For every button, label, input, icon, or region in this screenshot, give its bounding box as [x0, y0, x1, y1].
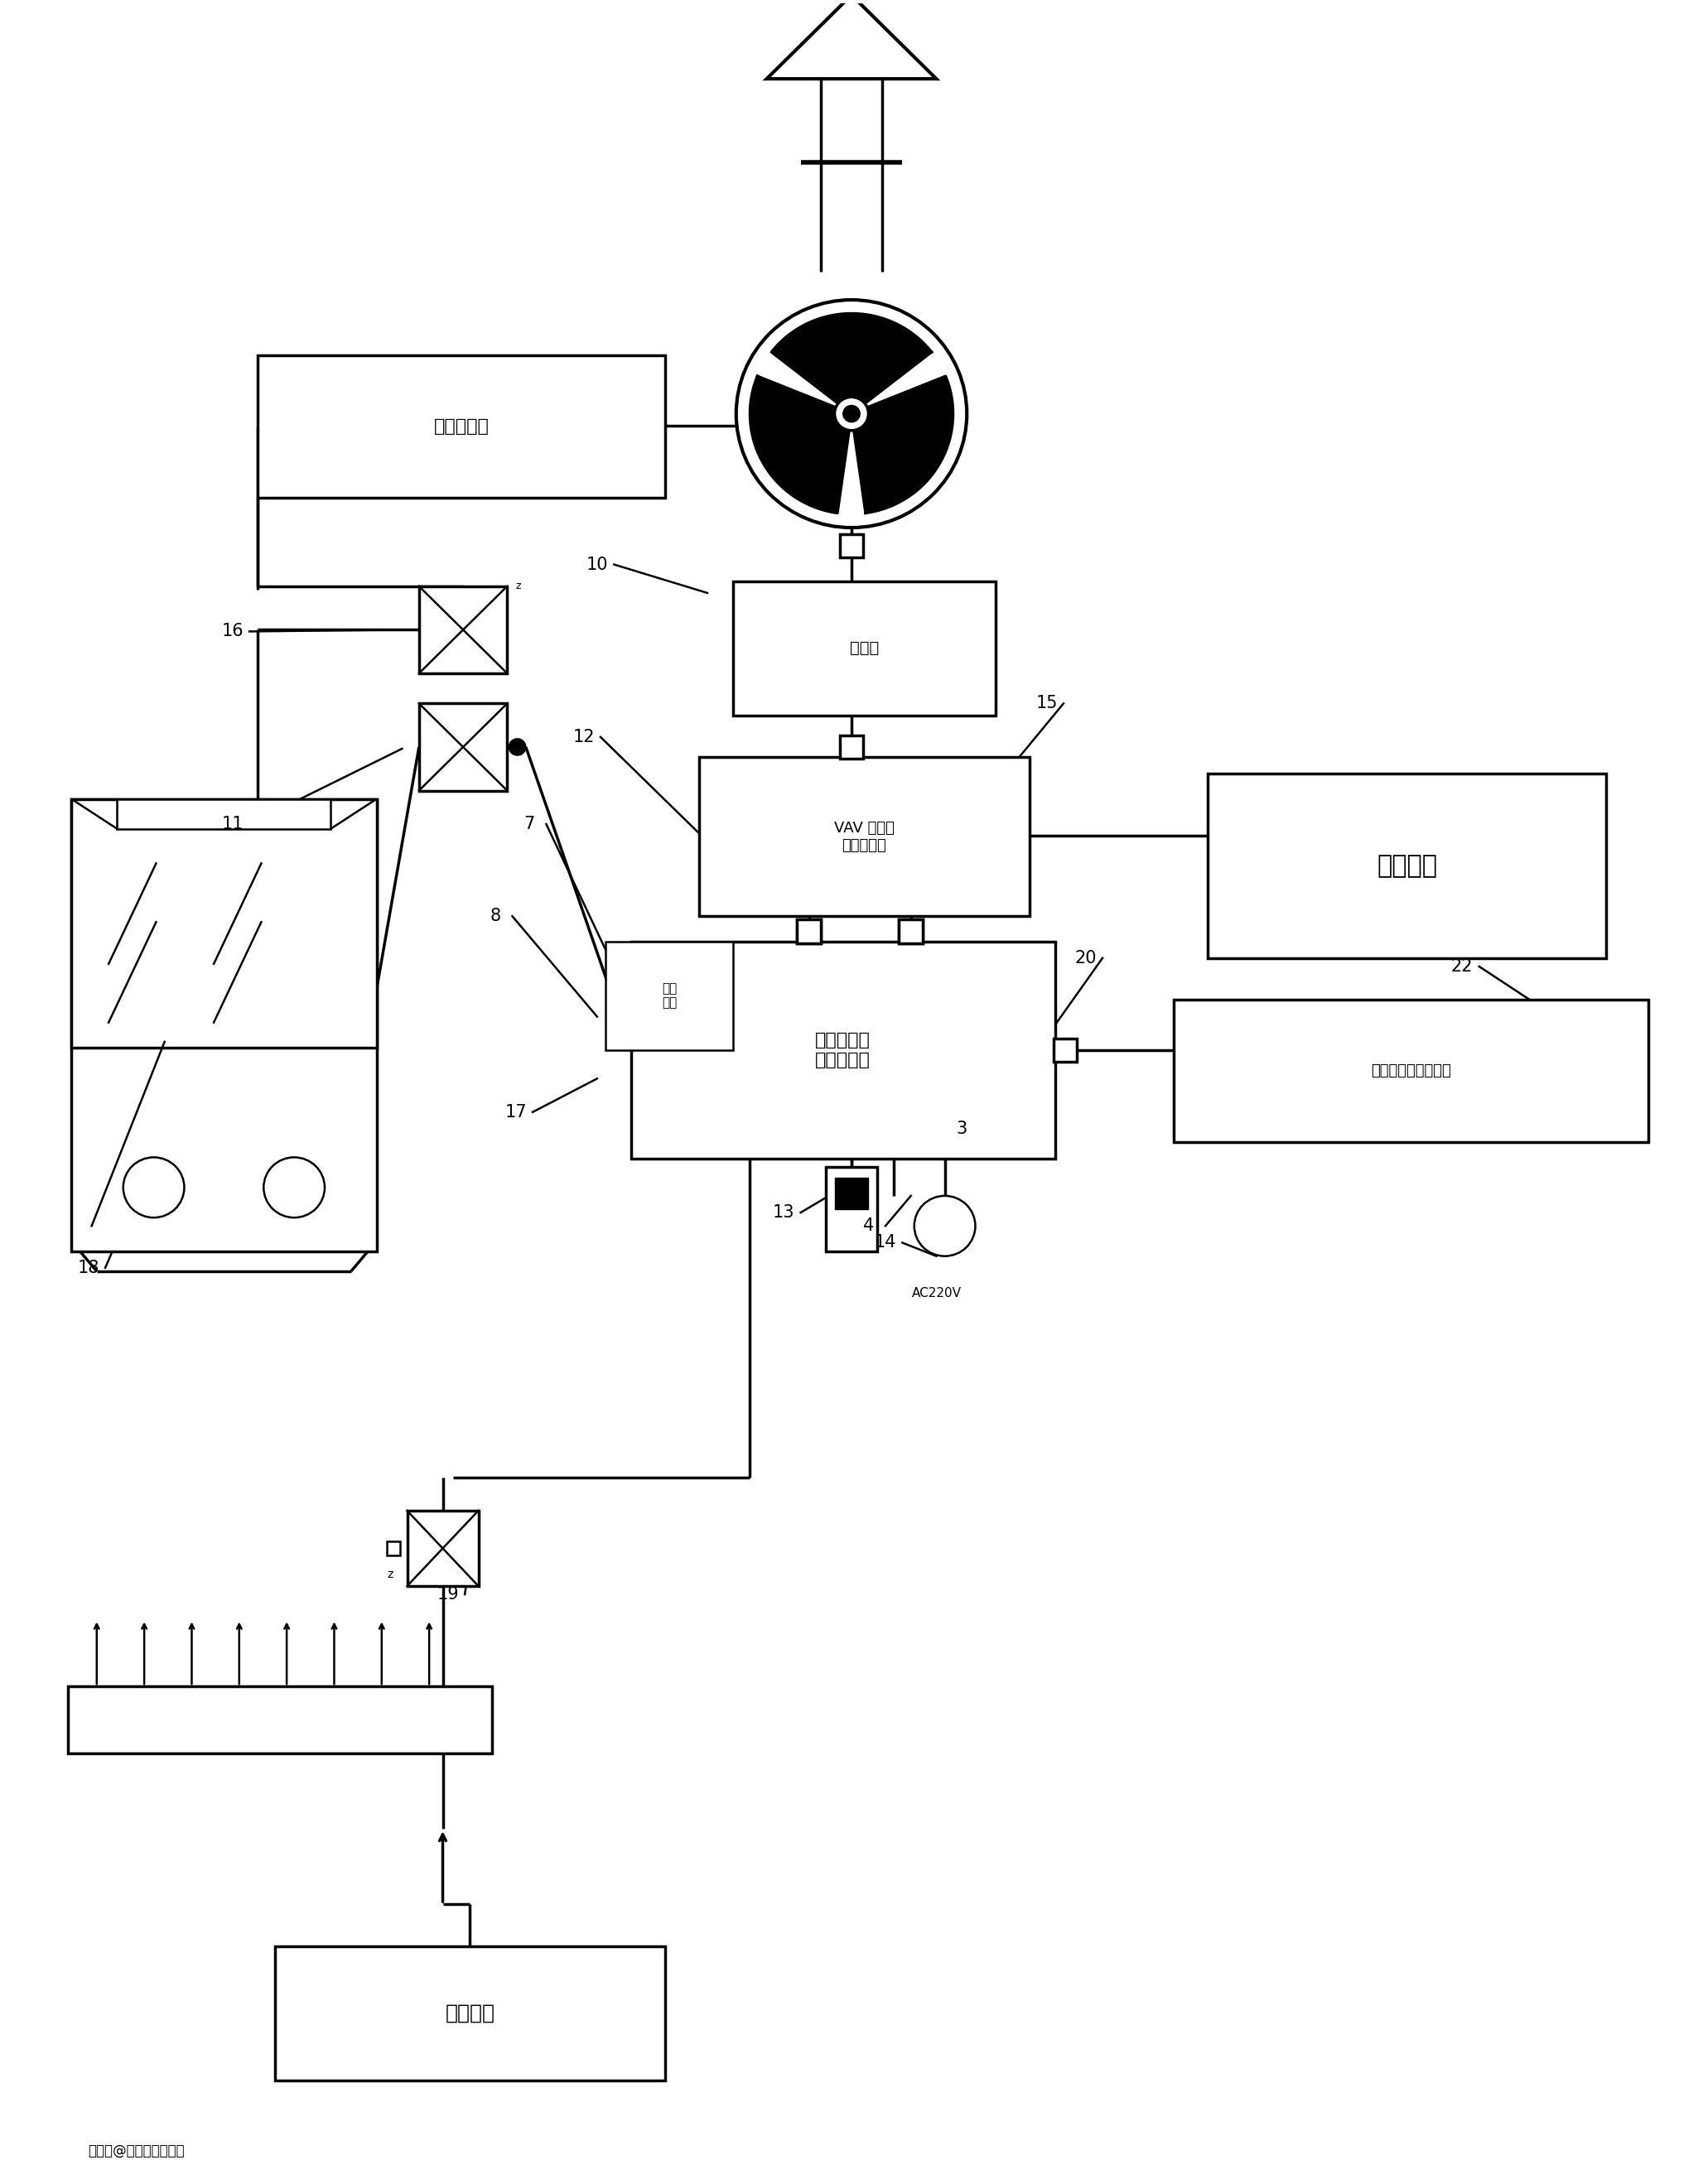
Bar: [68, 1686, 492, 1754]
Text: 3: 3: [957, 1120, 967, 1138]
Text: 13: 13: [773, 1203, 795, 1221]
Bar: [419, 585, 507, 673]
Text: 18: 18: [77, 1260, 99, 1275]
Bar: [826, 1168, 877, 1251]
Text: 通风柜终端
使能转换器: 通风柜终端 使能转换器: [816, 1033, 870, 1068]
Text: 22: 22: [1451, 959, 1473, 974]
Text: 17: 17: [504, 1103, 526, 1120]
Text: 4: 4: [863, 1219, 874, 1234]
Text: 排风净化器: 排风净化器: [434, 417, 489, 435]
Bar: [407, 1511, 479, 1586]
Text: 10: 10: [586, 557, 608, 572]
Polygon shape: [749, 376, 850, 513]
Text: 20: 20: [1075, 950, 1097, 965]
Bar: [834, 1177, 869, 1210]
Circle shape: [915, 1197, 976, 1256]
Bar: [118, 799, 330, 828]
Bar: [899, 919, 923, 943]
Text: 8: 8: [490, 909, 501, 924]
Text: 同区域消防控制系统: 同区域消防控制系统: [1371, 1064, 1451, 1079]
Bar: [840, 736, 863, 758]
Circle shape: [736, 299, 967, 529]
Bar: [606, 941, 732, 1051]
Text: 7: 7: [525, 817, 535, 832]
Bar: [419, 703, 507, 791]
Text: 温控
设备: 温控 设备: [661, 983, 676, 1009]
Bar: [72, 799, 376, 1251]
Circle shape: [509, 738, 526, 756]
Bar: [797, 919, 821, 943]
Text: 搜狐号@广州特耐苏净化: 搜狐号@广州特耐苏净化: [89, 2143, 186, 2158]
Text: 新风系统: 新风系统: [444, 2003, 496, 2022]
Bar: [257, 356, 664, 498]
Bar: [899, 919, 923, 943]
Bar: [797, 919, 821, 943]
Text: 16: 16: [221, 622, 244, 640]
Polygon shape: [771, 314, 932, 406]
Text: 代步系统: 代步系统: [1376, 854, 1437, 878]
Text: VAV 变频变
风量控制器: VAV 变频变 风量控制器: [834, 821, 894, 852]
Polygon shape: [766, 0, 937, 79]
Text: 11: 11: [221, 817, 244, 832]
Text: z: z: [387, 1568, 393, 1581]
Circle shape: [834, 397, 869, 430]
Text: 19: 19: [436, 1586, 458, 1603]
Bar: [632, 941, 1056, 1160]
Bar: [72, 799, 376, 1048]
Text: 变频器: 变频器: [850, 640, 879, 655]
Text: z: z: [516, 581, 521, 592]
Bar: [732, 581, 996, 714]
Bar: [840, 535, 863, 557]
Text: 12: 12: [572, 729, 594, 745]
Text: AC220V: AC220V: [911, 1286, 960, 1299]
Text: 14: 14: [874, 1234, 896, 1251]
Bar: [1054, 1037, 1076, 1061]
Polygon shape: [853, 376, 954, 513]
Bar: [1207, 773, 1606, 959]
Bar: [387, 1542, 400, 1555]
Bar: [1173, 1000, 1649, 1142]
Text: 15: 15: [1035, 695, 1058, 712]
Bar: [698, 758, 1030, 915]
Circle shape: [843, 406, 860, 422]
Bar: [274, 1946, 664, 2079]
